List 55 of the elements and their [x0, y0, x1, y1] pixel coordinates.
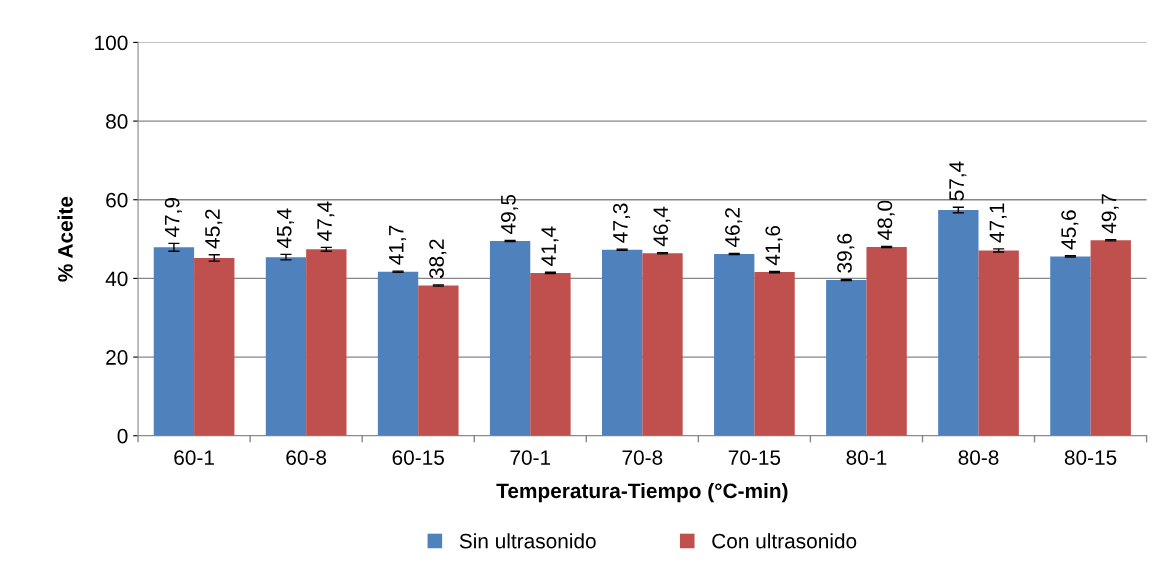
data-label: 46,4: [653, 206, 671, 247]
y-tick-label: 20: [106, 350, 128, 365]
bar: [1050, 256, 1091, 436]
data-label: 41,7: [389, 225, 407, 265]
data-label: 49,5: [500, 194, 519, 235]
x-tick-label: 60-15: [392, 450, 444, 465]
data-label: 47,9: [164, 197, 182, 238]
data-label: 57,4: [949, 161, 967, 201]
y-tick-label: 80: [106, 114, 128, 129]
bar: [194, 257, 235, 436]
bar: [153, 247, 195, 436]
x-tick-label: 70-15: [728, 450, 781, 465]
data-label: 49,7: [1101, 194, 1119, 234]
data-label: 41,4: [541, 226, 559, 266]
bar: [754, 272, 795, 436]
legend-label: Sin ultrasonido: [459, 533, 596, 549]
data-label: 47,4: [317, 201, 335, 241]
x-tick-label: 60-1: [174, 450, 214, 465]
y-tick-label: 40: [105, 271, 128, 287]
bar: [714, 254, 755, 436]
y-tick-label: 100: [95, 35, 128, 51]
x-tick-label: 80-8: [958, 450, 999, 465]
data-label: 45,4: [277, 208, 295, 249]
x-axis-title: Temperatura-Tiempo (°C-min): [496, 482, 788, 503]
bar: [826, 279, 867, 436]
x-tick-label: 80-1: [846, 450, 887, 465]
x-tick-label: 70-1: [510, 450, 551, 465]
data-label: 41,6: [765, 226, 783, 266]
y-axis-title: % Aceite: [57, 196, 73, 282]
data-label: 45,6: [1061, 210, 1079, 250]
data-label: 45,2: [205, 209, 223, 249]
bar: [377, 271, 419, 436]
legend-label: Con ultrasonido: [712, 533, 857, 549]
bar: [866, 246, 907, 436]
x-tick-label: 60-8: [286, 450, 327, 465]
data-label: 47,3: [613, 203, 631, 243]
y-tick-label: 60: [106, 192, 128, 208]
data-label: 38,2: [429, 239, 447, 279]
bar: [978, 250, 1019, 436]
bar: [306, 249, 347, 436]
data-label: 39,6: [837, 233, 855, 273]
data-label: 47,1: [989, 203, 1007, 243]
bar: [938, 209, 979, 436]
bar: [489, 241, 531, 436]
bar: [265, 257, 307, 436]
bar: [530, 272, 571, 436]
bar: [418, 285, 459, 436]
x-tick-label: 80-15: [1064, 450, 1117, 465]
bar: [1090, 240, 1131, 436]
x-tick-label: 70-8: [622, 450, 663, 465]
data-label: 46,2: [725, 208, 743, 248]
data-label: 48,0: [877, 200, 895, 240]
y-tick-label: 0: [117, 428, 128, 444]
bar: [642, 253, 683, 436]
bar: [601, 249, 643, 436]
